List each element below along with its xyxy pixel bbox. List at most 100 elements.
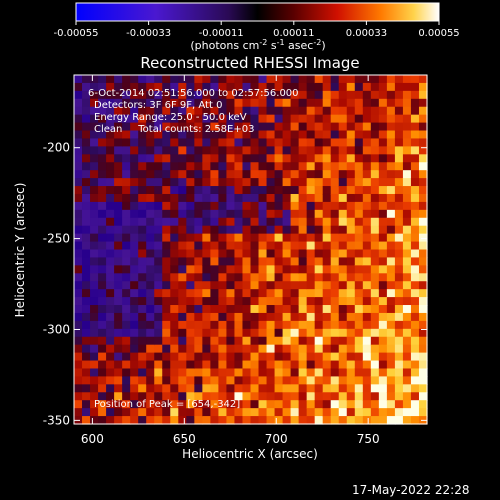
heatmap-cell <box>402 400 412 409</box>
heatmap-cell <box>274 114 284 124</box>
heatmap-cell <box>362 368 372 378</box>
heatmap-cell <box>354 273 364 282</box>
heatmap-cell <box>362 281 372 290</box>
heatmap-cell <box>330 312 340 322</box>
heatmap-cell <box>330 114 340 124</box>
heatmap-cell <box>346 162 356 171</box>
heatmap-cell <box>154 138 163 147</box>
heatmap-cell <box>362 416 372 425</box>
heatmap-cell <box>298 241 308 251</box>
heatmap-cell <box>306 75 316 84</box>
heatmap-cell <box>338 98 348 108</box>
heatmap-cell <box>402 90 412 100</box>
heatmap-cell <box>266 162 276 171</box>
heatmap-cell <box>162 400 171 409</box>
heatmap-cell <box>418 241 428 251</box>
heatmap-cell <box>290 233 300 243</box>
heatmap-cell <box>162 178 171 187</box>
heatmap-cell <box>306 170 316 179</box>
heatmap-cell <box>290 114 300 124</box>
heatmap-cell <box>106 384 115 393</box>
colorbar-tick-label: -0.00055 <box>54 28 99 39</box>
heatmap-cell <box>138 352 147 362</box>
heatmap-cell <box>258 106 268 116</box>
heatmap-cell <box>202 360 211 370</box>
heatmap-cell <box>306 289 316 298</box>
heatmap-cell <box>274 241 284 251</box>
heatmap-cell <box>154 376 163 385</box>
heatmap-cell <box>330 178 340 187</box>
heatmap-cell <box>282 90 292 100</box>
heatmap-cell <box>346 186 356 195</box>
x-axis-label: Heliocentric X (arcsec) <box>182 447 318 461</box>
heatmap-cell <box>378 305 388 314</box>
heatmap-cell <box>362 360 372 370</box>
heatmap-cell <box>90 201 99 211</box>
heatmap-cell <box>394 186 404 195</box>
heatmap-cell <box>130 257 139 266</box>
heatmap-cell <box>122 130 131 140</box>
heatmap-cell <box>402 201 412 211</box>
heatmap-cell <box>162 130 171 140</box>
heatmap-cell <box>370 217 380 227</box>
heatmap-cell <box>250 265 260 274</box>
heatmap-cell <box>114 170 123 179</box>
heatmap-cell <box>74 392 83 401</box>
heatmap-cell <box>402 233 412 243</box>
heatmap-cell <box>122 178 131 187</box>
heatmap-cell <box>234 376 244 385</box>
heatmap-cell <box>98 193 107 203</box>
heatmap-cell <box>242 162 252 171</box>
heatmap-cell <box>338 170 348 179</box>
heatmap-cell <box>154 82 163 92</box>
heatmap-cell <box>138 360 147 370</box>
heatmap-cell <box>250 130 260 140</box>
heatmap-cell <box>170 201 179 211</box>
heatmap-cell <box>242 122 252 132</box>
heatmap-cell <box>106 281 115 290</box>
heatmap-cell <box>410 384 420 393</box>
heatmap-cell <box>394 281 404 290</box>
timestamp: 17-May-2022 22:28 <box>352 483 469 497</box>
heatmap-cell <box>154 98 163 108</box>
heatmap-cell <box>290 241 300 251</box>
heatmap-cell <box>274 193 284 203</box>
heatmap-cell <box>338 233 348 243</box>
heatmap-cell <box>90 328 99 338</box>
heatmap-cell <box>106 90 115 100</box>
heatmap-cell <box>402 257 412 266</box>
heatmap-cell <box>194 193 203 203</box>
heatmap-cell <box>314 281 324 290</box>
heatmap-cell <box>154 90 163 100</box>
heatmap-cell <box>258 162 268 171</box>
heatmap-cell <box>362 233 372 243</box>
heatmap-cell <box>130 193 139 203</box>
heatmap-cell <box>322 98 332 108</box>
heatmap-cell <box>402 209 412 219</box>
heatmap-cell <box>194 265 203 274</box>
heatmap-cell <box>154 249 163 259</box>
heatmap-cell <box>346 90 356 100</box>
heatmap-cell <box>202 297 211 306</box>
heatmap-cell <box>122 225 131 235</box>
heatmap-cell <box>402 114 412 124</box>
heatmap-cell <box>98 114 107 124</box>
heatmap-cell <box>250 75 260 84</box>
heatmap-cell <box>410 241 420 251</box>
heatmap-cell <box>130 416 139 425</box>
heatmap-cell <box>410 154 420 163</box>
info-detectors: Detectors: 3F 6F 9F, Att 0 <box>94 100 222 111</box>
heatmap-cell <box>330 384 340 393</box>
heatmap-cell <box>122 400 131 409</box>
heatmap-cell <box>106 193 115 203</box>
heatmap-cell <box>130 376 139 385</box>
heatmap-cell <box>250 186 260 195</box>
heatmap-cell <box>74 217 83 227</box>
heatmap-cell <box>282 122 292 132</box>
heatmap-cell <box>258 328 268 338</box>
heatmap-cell <box>90 114 99 124</box>
heatmap-cell <box>114 368 123 378</box>
heatmap-cell <box>186 98 195 108</box>
heatmap-cell <box>194 154 203 163</box>
heatmap-cell <box>266 209 276 219</box>
